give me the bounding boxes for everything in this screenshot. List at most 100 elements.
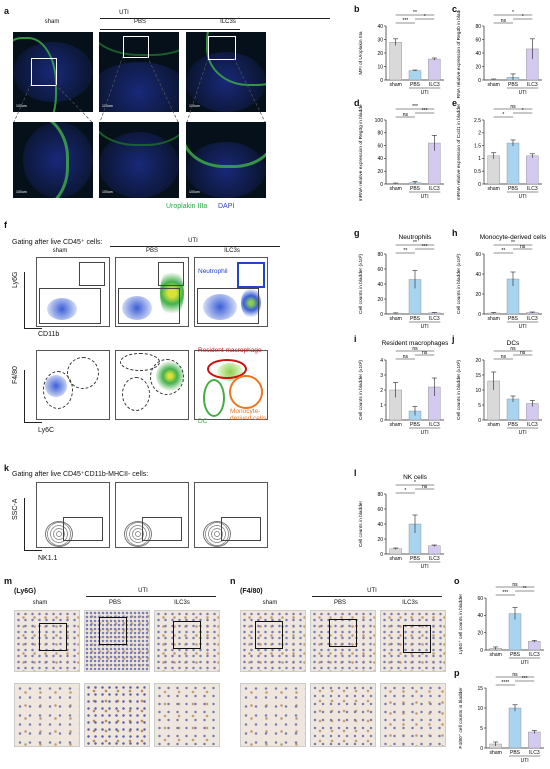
group-label-pbs-a: PBS [133, 19, 146, 25]
bar-sham [389, 42, 402, 81]
chart-e-cxcl1: mRNA relative expression of Cxcl1 in bla… [456, 104, 542, 200]
x-tick-label: sham [488, 186, 500, 192]
y-axis-label: Cell counts in bladder [358, 501, 364, 548]
group-label: UTI [421, 194, 429, 200]
significance-label: ** [413, 240, 417, 246]
group-label-sham-n: sham [262, 600, 278, 606]
significance-label: *** [422, 108, 428, 114]
cd11b-gate [39, 288, 101, 324]
y-tick-label: 60 [377, 143, 383, 149]
significance-label: ** [523, 586, 527, 592]
y-tick-label: 40 [377, 282, 383, 288]
y-tick-label: 1.5 [474, 143, 481, 149]
group-label: UTI [519, 324, 527, 330]
y-tick-label: 80 [377, 252, 383, 258]
significance-label: ns [510, 104, 516, 110]
group-label: UTI [519, 90, 527, 96]
y-tick-label: 40 [377, 24, 383, 30]
ihc-ly6g-ilc3s-zoom [154, 683, 220, 747]
panel-letter-d: d [354, 98, 360, 108]
significance-label: ** [413, 10, 417, 16]
y-tick-label: 60 [377, 267, 383, 273]
gating-title-k: Gating after live CD45⁺CD11b-MHCII- cell… [12, 471, 149, 478]
group-label-pbs-m: PBS [108, 600, 121, 606]
panel-letter-i: i [354, 334, 357, 344]
x-tick-label: ILC3 [429, 186, 440, 192]
y-tick-label: 40 [475, 272, 481, 278]
x-tick-label: ILC3 [529, 750, 540, 756]
significance-label: ns [422, 484, 428, 490]
bar-ilc3 [526, 155, 539, 185]
y-tick-label: 0 [380, 182, 383, 188]
y-tick-label: 10 [377, 64, 383, 70]
panel-letter-o: o [454, 576, 460, 586]
group-label: UTI [521, 660, 529, 666]
x-tick-label: ILC3 [527, 186, 538, 192]
significance-label: ** [501, 248, 505, 254]
chart-title: Monocyte-derived cells [480, 234, 546, 241]
monocyte-label: Monocyte- derived cells [230, 408, 267, 422]
flow-axis-cd11b: CD11b [38, 331, 60, 338]
nk-gate [221, 517, 261, 541]
ihc-ly6g-sham [14, 610, 80, 672]
chart-g-neutrophils: Neutrophils Cell counts in bladder (x10³)… [358, 234, 444, 330]
gating-title-f: Gating after live CD45⁺ cells: [12, 239, 103, 246]
y-tick-label: 20 [377, 537, 383, 543]
panel-letter-a: a [4, 6, 10, 16]
bar-pbs [408, 70, 422, 81]
y-tick-label: 80 [377, 492, 383, 498]
panel-letter-j: j [452, 334, 455, 344]
legend-dapi: DAPI [218, 203, 235, 210]
y-tick-label: 40 [377, 156, 383, 162]
chart-h-monocytes: Monocyte-derived cells Cell counts in bla… [456, 234, 546, 330]
if-image-ilc3s: 100um [186, 32, 266, 112]
significance-label: *** [502, 590, 508, 596]
uti-bracket-m [86, 596, 216, 597]
significance-label: ns [403, 354, 409, 360]
uti-header-m: UTI [138, 588, 148, 594]
y-tick-label: 0 [478, 312, 481, 318]
ihc-f480-pbs-zoom [310, 683, 376, 747]
group-label: UTI [521, 758, 529, 764]
y-tick-label: 20 [377, 51, 383, 57]
group-label-ilc3s-m: ILC3s [174, 600, 190, 606]
significance-label: ns [501, 18, 507, 24]
ihc-ly6g-ilc3s [154, 610, 220, 672]
group-label: UTI [421, 430, 429, 436]
flow-ly6g-pbs [115, 257, 189, 327]
significance-label: * [424, 14, 426, 20]
legend-uroplakin: Uroplakin IIIa [166, 203, 208, 210]
y-axis-label: Cell counts in bladder (x10³) [456, 360, 462, 420]
flow-axis-ly6c: Ly6C [38, 427, 55, 434]
inset-box-sham [31, 58, 57, 86]
panel-letter-b: b [354, 4, 360, 14]
y-axis-label: mRNA relative expression of Cxcl1 in bla… [456, 104, 462, 200]
bar-ilc3 [428, 58, 441, 81]
chart-l-nk-cells: NK cells Cell counts in bladder 0 20 40 60 80 s… [358, 474, 444, 570]
significance-label: * [404, 488, 406, 494]
group-label-sham-a: sham [44, 19, 60, 25]
x-tick-label: ILC3 [429, 82, 440, 88]
chart-title: DCs [507, 340, 520, 347]
panel-letter-p: p [454, 668, 460, 678]
group-label-sham-m: sham [32, 600, 48, 606]
y-tick-label: 40 [475, 51, 481, 57]
neutrophil-gate-highlight [237, 262, 265, 288]
bar-ilc3 [528, 641, 541, 651]
y-axis-label: Cell counts in bladder (x10³) [456, 254, 462, 314]
panel-letter-l: l [354, 468, 357, 478]
significance-label: *** [522, 676, 528, 682]
chart-p-f480: F4/80⁺ cell counts in bladder 0 5 10 15 sham P… [458, 672, 544, 764]
x-tick-label: ILC3 [527, 316, 538, 322]
significance-label: * [522, 14, 524, 20]
x-tick-label: PBS [508, 82, 519, 88]
group-label-pbs-n: PBS [333, 600, 346, 606]
y-tick-label: 0 [380, 312, 383, 318]
y-tick-label: 15 [475, 373, 481, 379]
x-tick-label: PBS [508, 316, 519, 322]
x-tick-label: ILC3 [529, 652, 540, 658]
x-tick-label: sham [488, 82, 500, 88]
x-tick-label: PBS [508, 186, 519, 192]
group-label: UTI [519, 194, 527, 200]
cd11b-gate [118, 288, 180, 324]
